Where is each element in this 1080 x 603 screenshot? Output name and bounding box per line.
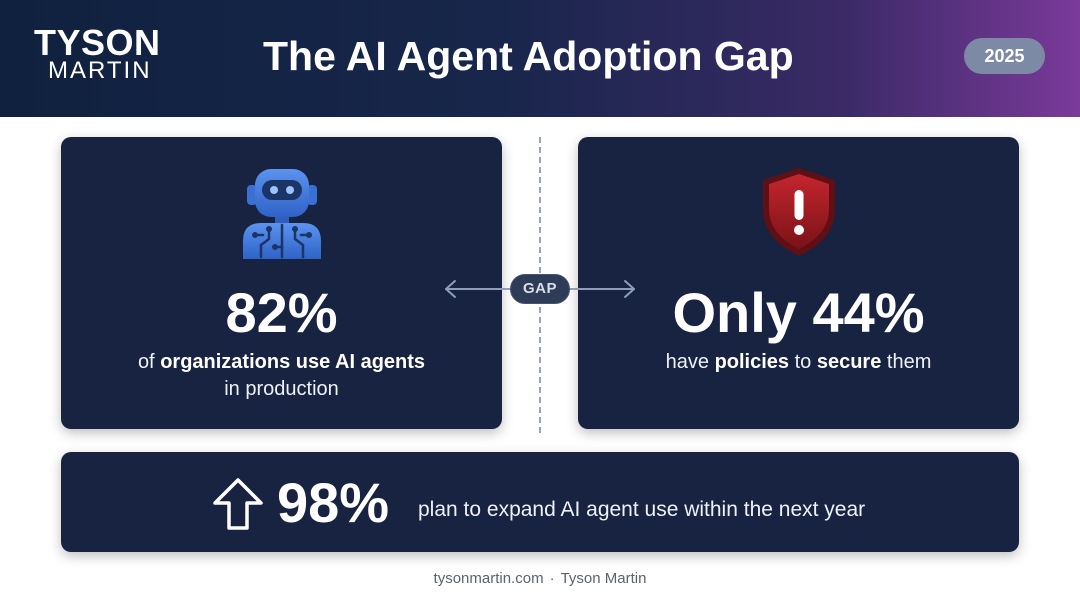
logo-top-text: TYSON [34,22,161,63]
desc-prefix: of [137,351,161,373]
desc-part2: to [789,351,817,373]
header-banner: TYSON MARTIN The AI Agent Adoption Gap 2… [0,0,1080,117]
expansion-stat: 98% [277,471,390,534]
adoption-description: of organizations use AI agents in produc… [61,349,502,403]
logo-bottom-text: MARTIN [48,57,152,84]
desc-bold-secure: secure [816,351,882,373]
desc-part1: have [665,351,715,373]
desc-bold: organizations use AI agents [160,351,426,373]
desc-part3: them [881,351,932,373]
security-stat: Only 44% [672,281,925,344]
footer-site: tysonmartin.com [433,570,544,587]
footer-author: Tyson Martin [560,570,647,587]
page-title: The AI Agent Adoption Gap [263,33,794,79]
security-card: Only 44% have policies to secure them [578,137,1019,429]
adoption-card: 82% of organizations use AI agents in pr… [61,137,502,429]
logo: TYSON MARTIN [34,22,174,84]
up-arrow-icon [213,478,263,530]
security-description: have policies to secure them [578,349,1019,376]
shield-warning-icon [763,168,835,256]
robot-icon [243,169,321,259]
desc-line2: in production [224,378,339,400]
gap-badge: GAP [510,274,570,304]
adoption-stat: 82% [225,281,338,344]
desc-bold-policies: policies [714,351,790,373]
footer-separator: · [549,570,555,587]
footer: tysonmartin.com · Tyson Martin [0,569,1080,589]
year-badge: 2025 [964,38,1045,74]
expansion-description: plan to expand AI agent use within the n… [418,498,866,521]
expansion-card: 98% plan to expand AI agent use within t… [61,452,1019,552]
